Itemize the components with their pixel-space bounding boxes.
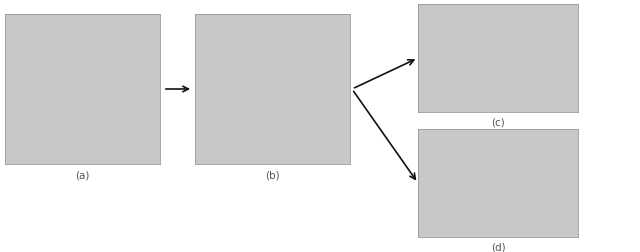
Text: (c): (c)	[491, 117, 505, 128]
Text: (b): (b)	[265, 169, 279, 179]
Text: (a): (a)	[75, 169, 89, 179]
Text: (d): (d)	[491, 242, 506, 252]
